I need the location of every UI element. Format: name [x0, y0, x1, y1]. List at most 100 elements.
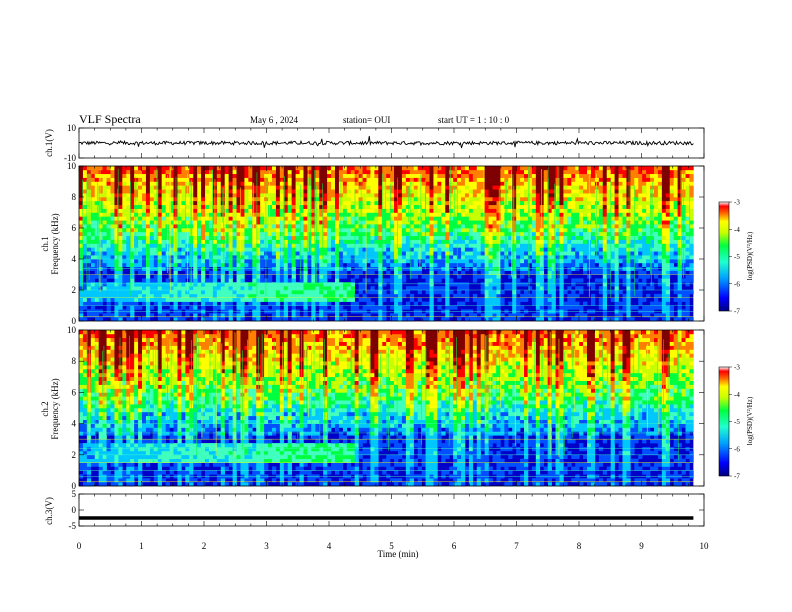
spectrogram-cell — [252, 251, 257, 256]
spectrogram-cell — [157, 313, 163, 318]
spectrogram-cell — [82, 251, 88, 256]
spectrogram-cell — [354, 251, 359, 256]
spectrogram-cell — [90, 185, 96, 190]
spectrogram-cell — [334, 189, 340, 194]
spectrogram-cell — [429, 278, 434, 283]
spectrogram-cell — [390, 228, 395, 233]
spectrogram-cell — [618, 251, 623, 256]
spectrogram-cell — [543, 235, 548, 240]
spectrogram-cell — [303, 185, 308, 190]
spectrogram-cell — [323, 177, 328, 182]
spectrogram-cell — [126, 224, 131, 229]
spectrogram-cell — [327, 177, 332, 182]
spectrogram-cell — [622, 231, 627, 237]
spectrogram-cell — [122, 220, 127, 225]
spectrogram-cell — [583, 197, 588, 202]
spectrogram-cell — [409, 259, 415, 264]
spectrogram-cell — [516, 185, 521, 190]
spectrogram-cell — [299, 197, 304, 202]
spectrogram-cell — [102, 169, 107, 175]
spectrogram-cell — [472, 259, 478, 264]
spectrogram-cell — [563, 255, 568, 260]
spectrogram-cell — [429, 220, 434, 225]
spectrogram-cell — [382, 282, 387, 287]
spectrogram-cell — [512, 208, 517, 213]
spectrogram-cell — [260, 239, 265, 244]
spectrogram-cell — [362, 216, 367, 221]
spectrogram-cell — [142, 224, 147, 229]
spectrogram-cell — [287, 301, 292, 306]
spectrogram-cell — [417, 270, 422, 275]
spectrogram-cell — [114, 220, 119, 225]
spectrogram-cell — [275, 293, 281, 299]
spectrogram-cell — [401, 185, 407, 190]
spectrogram-cell — [142, 169, 147, 175]
spectrogram-cell — [374, 266, 379, 271]
spectrogram-cell — [287, 286, 292, 291]
spectrogram-cell — [445, 278, 450, 283]
spectrogram-cell — [299, 228, 304, 233]
spectrogram-cell — [614, 259, 619, 264]
spectrogram-cell — [208, 317, 214, 322]
spectrogram-cell — [138, 247, 143, 252]
spectrogram-cell — [94, 185, 99, 190]
spectrogram-cell — [323, 282, 328, 287]
spectrogram-cell — [590, 200, 596, 206]
spectrogram-cell — [413, 185, 418, 190]
spectrogram-cell — [212, 270, 218, 275]
spectrogram-cell — [283, 228, 289, 233]
spectrogram-cell — [547, 169, 552, 175]
spectrogram-cell — [205, 204, 210, 209]
spectrogram-cell — [358, 243, 363, 248]
spectrogram-cell — [177, 235, 182, 240]
spectrogram-cell — [79, 166, 84, 171]
spectrogram-cell — [236, 262, 241, 268]
spectrogram-cell — [228, 231, 233, 237]
spectrogram-cell — [252, 278, 257, 283]
spectrogram-cell — [484, 290, 489, 295]
spectrogram-cell — [295, 185, 300, 190]
spectrogram-cell — [110, 274, 115, 279]
spectrogram-cell — [346, 166, 352, 171]
spectrogram-cell — [354, 270, 359, 275]
spectrogram-cell — [598, 239, 604, 244]
spectrogram-cell — [315, 278, 320, 283]
spectrogram-cell — [327, 197, 332, 202]
spectrogram-cell — [260, 282, 265, 287]
spectrogram-cell — [437, 181, 442, 186]
spectrogram-cell — [441, 251, 446, 256]
spectrogram-cell — [142, 220, 147, 225]
spectrogram-cell — [445, 235, 450, 240]
spectrogram-cell — [216, 247, 222, 252]
spectrogram-cell — [492, 216, 497, 221]
spectrogram-cell — [394, 270, 399, 275]
spectrogram-cell — [354, 169, 359, 175]
spectrogram-cell — [598, 224, 604, 229]
spectrogram-cell — [303, 305, 308, 310]
spectrogram-cell — [398, 228, 403, 233]
spectrogram-cell — [378, 286, 383, 291]
spectrogram-cell — [205, 208, 210, 213]
spectrogram-cell — [216, 235, 222, 240]
spectrogram-cell — [520, 208, 525, 213]
spectrogram-cell — [370, 266, 375, 271]
spectrogram-cell — [512, 301, 517, 306]
spectrogram-cell — [252, 301, 257, 306]
spectrogram-cell — [386, 169, 391, 175]
spectrogram-cell — [260, 228, 265, 233]
spectrogram-cell — [342, 189, 348, 194]
spectrogram-cell — [201, 274, 206, 279]
spectrogram-cell — [244, 255, 249, 260]
spectrogram-cell — [181, 317, 186, 322]
spectrogram-cell — [366, 243, 371, 248]
spectrogram-cell — [236, 282, 241, 287]
spectrogram-cell — [433, 208, 438, 213]
spectrogram-cell — [602, 282, 608, 287]
spectrogram-cell — [307, 282, 312, 287]
spectrogram-cell — [244, 166, 249, 171]
spectrogram-cell — [193, 317, 198, 322]
spectrogram-cell — [484, 297, 489, 302]
spectrogram-cell — [252, 224, 257, 229]
spectrogram-cell — [307, 204, 312, 209]
spectrogram-cell — [201, 181, 206, 186]
